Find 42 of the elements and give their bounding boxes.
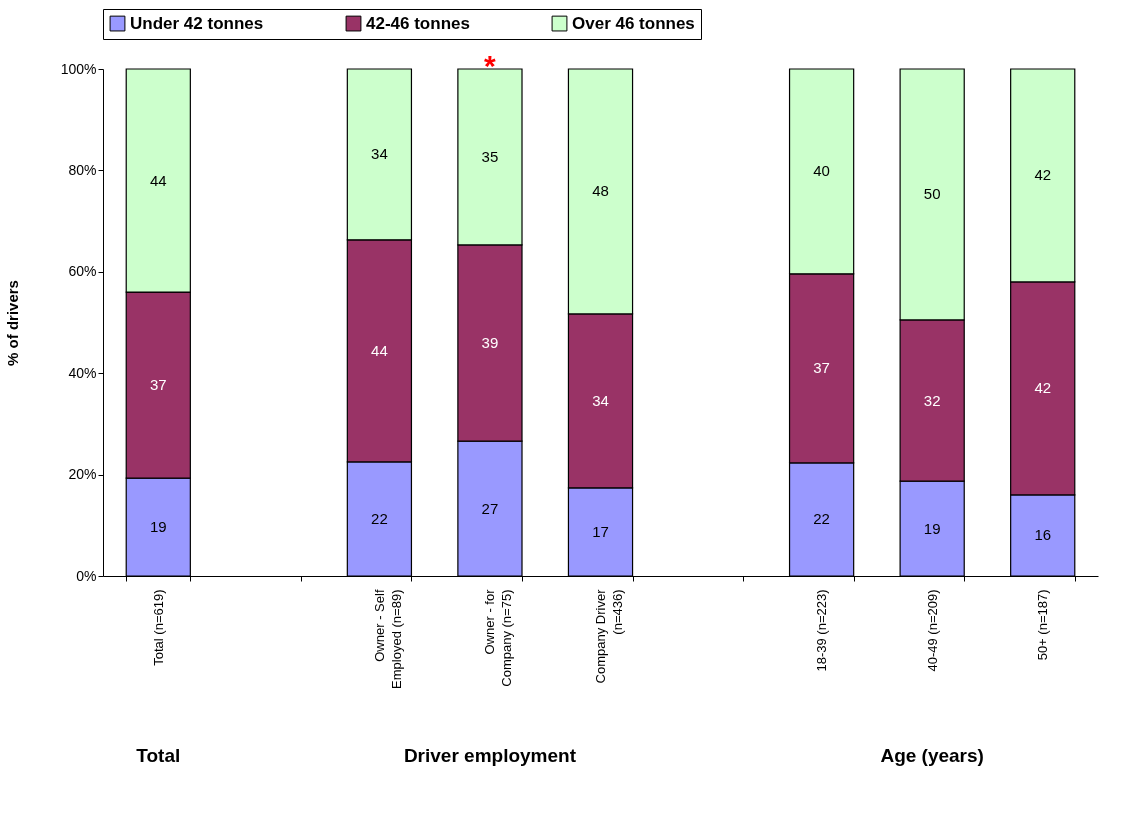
y-tick-label: 60% [68, 263, 97, 280]
data-label: 39 [481, 334, 499, 352]
text: Driver employment [403, 745, 577, 766]
data-label: 19 [923, 519, 941, 537]
y-tick-label: 40% [68, 364, 97, 381]
data-label: 34 [371, 145, 388, 163]
y-tick-label: 100% [60, 60, 97, 77]
x-tick-label: 40-49 (n=209) [924, 589, 940, 672]
data-label: 37 [813, 359, 830, 377]
x-tick-label: 18-39 (n=223) [814, 589, 830, 672]
text: Total [136, 745, 181, 766]
legend-label: Under 42 tonnes [130, 13, 264, 33]
legend-label: 42-46 tonnes [366, 13, 470, 33]
y-tick-label: 0% [76, 567, 97, 584]
x-tick-label: Owner - for Company (n=75) [482, 588, 515, 687]
data-label: 48 [592, 182, 609, 200]
data-label: 22 [813, 510, 830, 528]
data-label: 34 [592, 391, 609, 409]
data-label: 17 [592, 522, 609, 540]
y-tick-label: 80% [68, 161, 97, 178]
annotation: * [484, 49, 497, 82]
data-label: 32 [923, 391, 941, 409]
x-tick-label: Total (n=619) [150, 589, 166, 666]
x-tick-label: 50+ (n=187) [1035, 589, 1051, 661]
data-label: 35 [481, 147, 499, 165]
data-label: 50 [923, 185, 941, 203]
data-label: 42 [1034, 379, 1052, 397]
data-label: 27 [481, 499, 499, 517]
data-label: 42 [1034, 166, 1052, 184]
data-label: 37 [149, 376, 167, 394]
data-label: 19 [149, 518, 167, 536]
text: Age (years) [880, 745, 984, 766]
y-axis-title: % of drivers [3, 280, 21, 366]
data-label: 22 [371, 509, 388, 527]
data-label: 44 [371, 341, 388, 359]
x-tick-label: Company Driver (n=436) [593, 588, 625, 684]
data-label: 16 [1034, 526, 1052, 544]
data-label: 44 [149, 171, 167, 189]
y-tick-label: 20% [68, 466, 97, 483]
legend-label: Over 46 tonnes [572, 13, 695, 33]
data-label: 40 [813, 162, 830, 180]
x-tick-label: Owner - Self Employed (n=89) [371, 589, 404, 689]
